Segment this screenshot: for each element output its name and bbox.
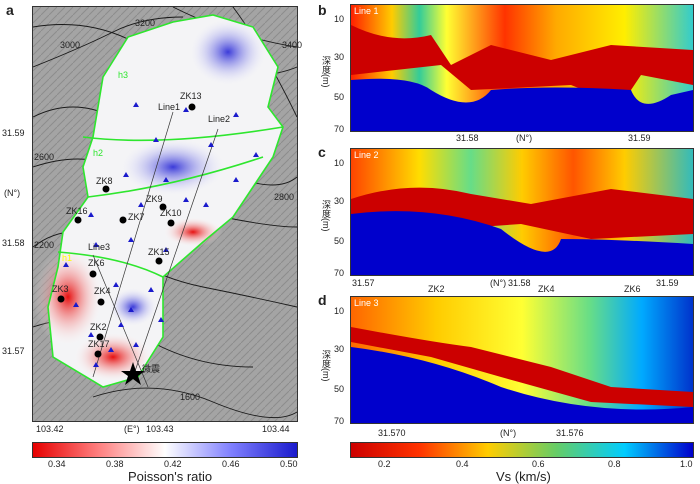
x-tick: (N°)	[490, 278, 507, 288]
contour-label: 2800	[274, 192, 295, 202]
section-line1	[350, 4, 694, 132]
contour-label: 3000	[60, 40, 81, 50]
depth-label: 深度(m)	[321, 200, 331, 232]
poisson-title: Poisson's ratio	[128, 469, 213, 484]
x-tick: 31.57	[352, 278, 375, 288]
zone-label: h2	[93, 148, 104, 158]
map-svg	[32, 6, 298, 421]
borehole-label: ZK4	[94, 286, 111, 296]
borehole-tick: ZK4	[538, 284, 555, 294]
x-tick: 31.576	[556, 428, 584, 438]
depth-tick: 30	[334, 344, 345, 354]
zone-label: h1	[62, 253, 73, 263]
zone-label: h3	[118, 70, 129, 80]
depth-tick: 50	[334, 92, 345, 102]
borehole-label: ZK16	[66, 206, 88, 216]
borehole-label: ZK8	[96, 176, 113, 186]
contour-label: 3200	[135, 18, 156, 28]
panel-c-letter: c	[318, 144, 326, 160]
lon-tick: 103.43	[146, 424, 174, 434]
borehole-label: ZK10	[160, 208, 182, 218]
poisson-colorbar	[32, 442, 298, 458]
depth-tick: 10	[334, 158, 345, 168]
depth-tick: 70	[334, 416, 345, 426]
lat-unit: (N°)	[4, 188, 21, 198]
x-tick: 31.570	[378, 428, 406, 438]
lat-tick: 31.59	[2, 128, 25, 138]
poisson-tick: 0.34	[48, 459, 66, 469]
depth-tick: 70	[334, 268, 345, 278]
borehole-label: ZK9	[146, 194, 163, 204]
panel-a-letter: a	[6, 2, 14, 18]
section-line3	[350, 296, 694, 424]
contour-label: 1600	[180, 392, 201, 402]
vs-title: Vs (km/s)	[496, 469, 551, 484]
line-label-c: Line 2	[354, 150, 379, 160]
contour-label: 3400	[282, 40, 303, 50]
x-tick: 31.58	[508, 278, 531, 288]
borehole-label: ZK15	[148, 247, 170, 257]
depth-label: 深度(m)	[321, 56, 331, 88]
lon-tick: 103.42	[36, 424, 64, 434]
depth-tick: 30	[334, 52, 345, 62]
epicenter-label: 微震	[142, 364, 161, 374]
depth-tick: 70	[334, 124, 345, 134]
x-tick: 31.59	[628, 133, 651, 143]
vs-tick: 0.6	[532, 459, 545, 469]
depth-tick: 10	[334, 306, 345, 316]
vs-tick: 0.8	[608, 459, 621, 469]
borehole-label: ZK7	[128, 212, 145, 222]
vs-colorbar	[350, 442, 694, 458]
borehole-label: ZK6	[88, 258, 105, 268]
borehole-label: ZK13	[180, 91, 202, 101]
borehole-label: ZK17	[88, 339, 110, 349]
map-frame	[32, 6, 298, 422]
line-label-d: Line 3	[354, 298, 379, 308]
line-label: Line3	[88, 242, 111, 252]
panel-d-letter: d	[318, 292, 327, 308]
poisson-tick: 0.46	[222, 459, 240, 469]
contour-label: 2200	[34, 240, 55, 250]
line-label: Line1	[158, 102, 181, 112]
vs-tick: 1.0	[680, 459, 693, 469]
vs-tick: 0.4	[456, 459, 469, 469]
lon-tick: 103.44	[262, 424, 290, 434]
vs-tick: 0.2	[378, 459, 391, 469]
poisson-tick: 0.38	[106, 459, 124, 469]
depth-tick: 10	[334, 14, 345, 24]
lat-tick: 31.57	[2, 346, 25, 356]
depth-label: 深度(m)	[321, 350, 331, 382]
borehole-label: ZK2	[90, 322, 107, 332]
section-line2	[350, 148, 694, 276]
x-tick: (N°)	[516, 133, 533, 143]
line-label-b: Line 1	[354, 6, 379, 16]
line-label: Line2	[208, 114, 231, 124]
lat-tick: 31.58	[2, 238, 25, 248]
depth-tick: 50	[334, 384, 345, 394]
borehole-tick: ZK2	[428, 284, 445, 294]
poisson-tick: 0.50	[280, 459, 298, 469]
poisson-tick: 0.42	[164, 459, 182, 469]
contour-label: 2600	[34, 152, 55, 162]
borehole-label: ZK3	[52, 284, 69, 294]
x-tick: (N°)	[500, 428, 517, 438]
borehole-tick: ZK6	[624, 284, 641, 294]
x-tick: 31.58	[456, 133, 479, 143]
lon-unit: (E°)	[124, 424, 140, 434]
depth-tick: 30	[334, 196, 345, 206]
panel-b-letter: b	[318, 2, 327, 18]
x-tick: 31.59	[656, 278, 679, 288]
depth-tick: 50	[334, 236, 345, 246]
